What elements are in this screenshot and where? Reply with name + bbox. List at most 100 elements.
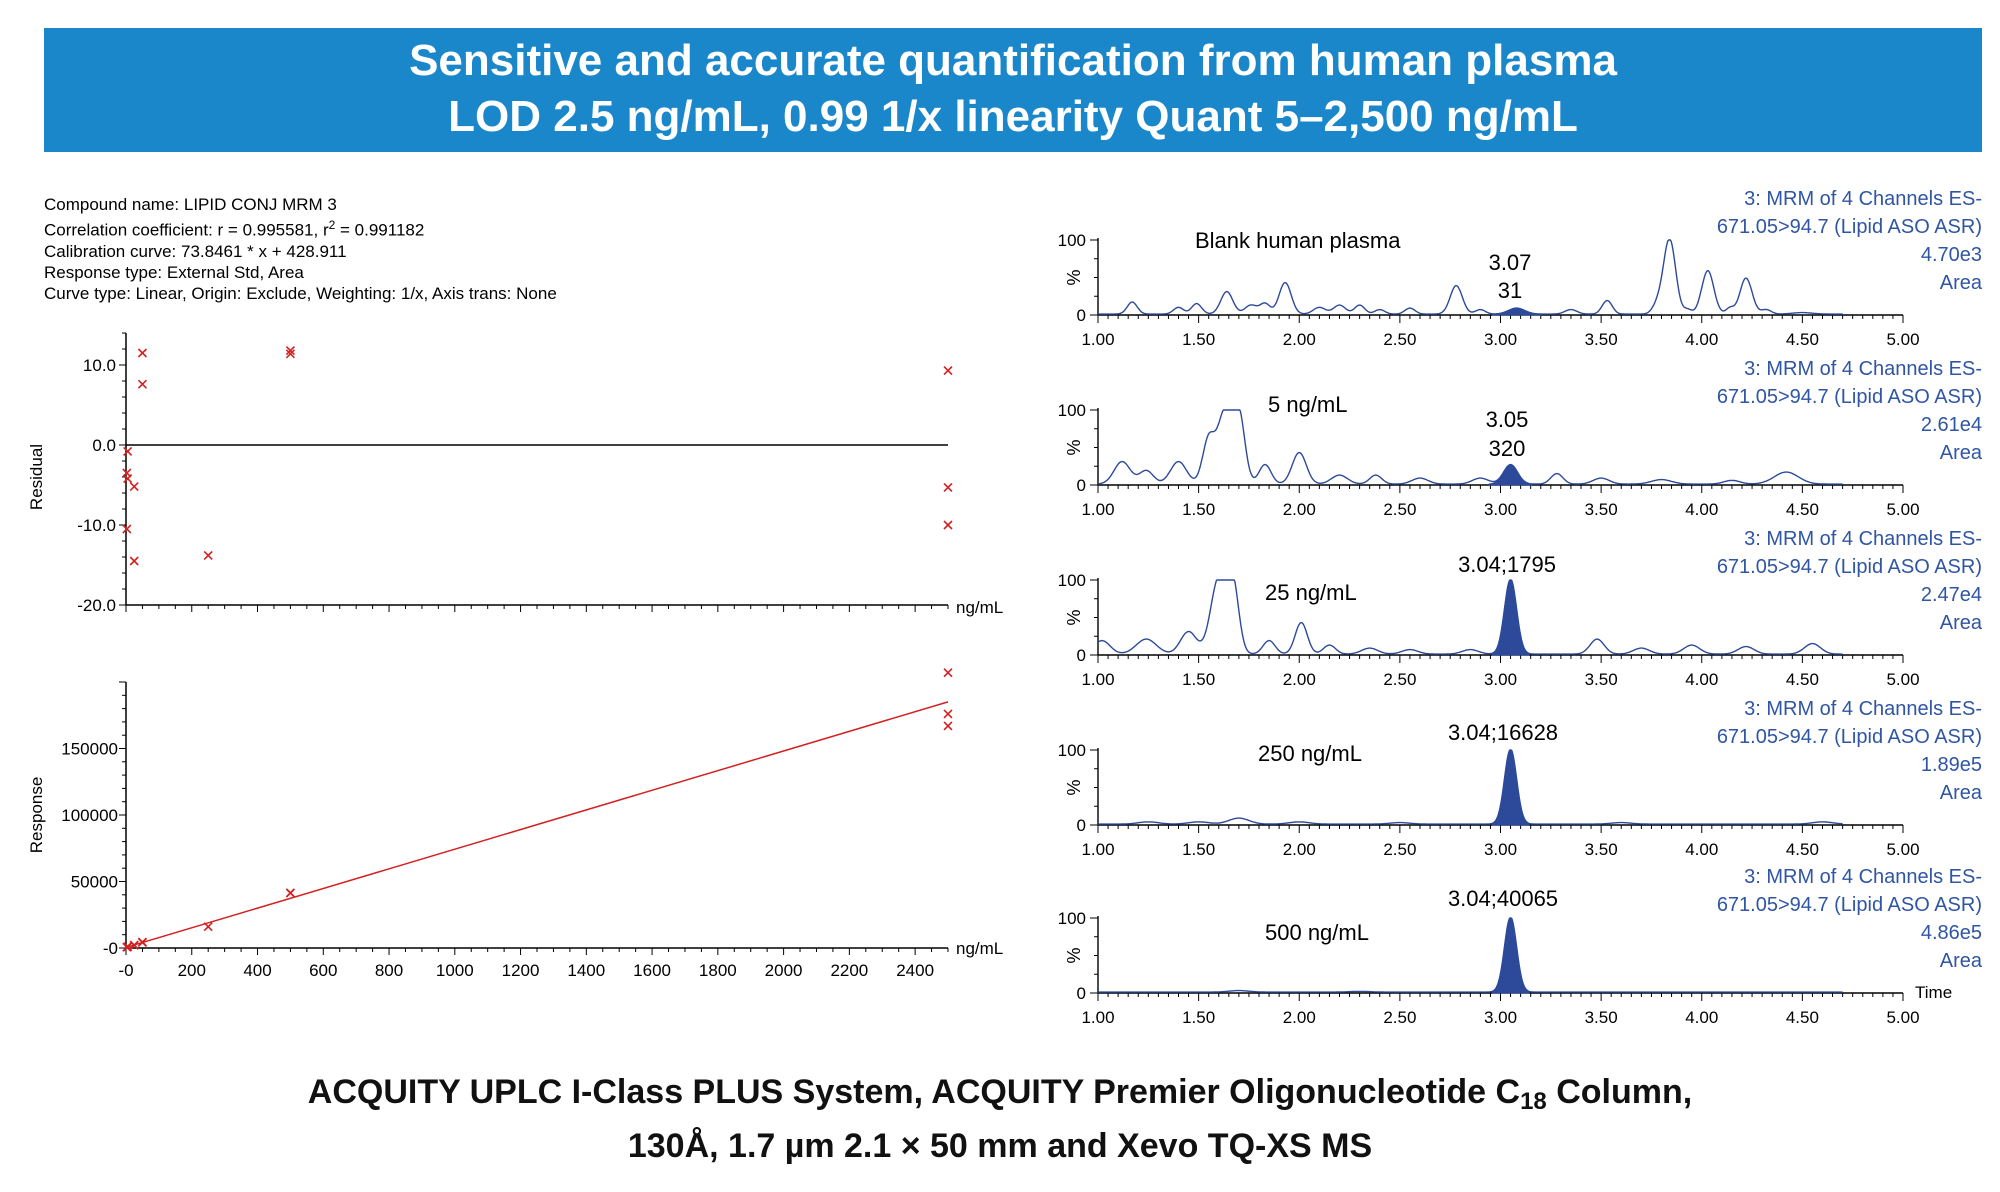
residual-point (285, 346, 295, 356)
marker-stroke (943, 482, 953, 492)
chromatogram-trace (1098, 239, 1843, 315)
chromatogram-x-tick-label: 2.00 (1283, 500, 1316, 519)
residual-point (129, 482, 139, 492)
chromatogram-x-tick-label: 5.00 (1886, 500, 1919, 519)
residual-point (943, 366, 953, 376)
calibration-x-tick-label: 1200 (502, 961, 540, 980)
chromatogram-x-tick-label: 3.50 (1585, 670, 1618, 689)
calibration-point (129, 940, 139, 950)
residual-point (285, 349, 295, 359)
residual-point (123, 474, 133, 484)
calibration-x-tick-label: 2000 (765, 961, 803, 980)
curve-type: Curve type: Linear, Origin: Exclude, Wei… (44, 283, 557, 303)
chromatogram-x-tick-label: 2.50 (1383, 1008, 1416, 1027)
marker-stroke (943, 668, 953, 678)
footer-line1-a: ACQUITY UPLC I-Class PLUS System, ACQUIT… (307, 1073, 1521, 1111)
calibration-x-tick-label: 600 (309, 961, 337, 980)
chromatogram-y-tick-label: 0 (1077, 646, 1086, 665)
chromatogram-x-tick-label: 1.00 (1081, 330, 1114, 349)
chromatogram-x-tick-label: 5.00 (1886, 1008, 1919, 1027)
chromatogram-peak-label: 3.04;40065 (1448, 886, 1558, 911)
chromatogram-header-area: Area (1940, 950, 1983, 972)
marker-stroke (943, 709, 953, 719)
chromatogram-y-axis-label: % (1064, 779, 1084, 795)
marker-stroke (129, 940, 139, 950)
calibration-x-tick-label: 1600 (633, 961, 671, 980)
calibration-x-tick-label: 2200 (830, 961, 868, 980)
residual-point (123, 446, 133, 456)
marker-stroke (137, 348, 148, 358)
residual-y-tick-label: 10.0 (83, 356, 116, 375)
chromatogram-header-channel: 3: MRM of 4 Channels ES- (1744, 528, 1982, 550)
chromatogram-peak-area-label: 31 (1498, 278, 1522, 303)
chromatogram-sample-label: 250 ng/mL (1258, 741, 1362, 766)
chromatogram-sample-label: 25 ng/mL (1265, 580, 1357, 605)
chromatogram-peak-label: 3.04;1795 (1458, 552, 1556, 577)
chromatogram-x-tick-label: 2.00 (1283, 840, 1316, 859)
calibration-point (203, 922, 213, 932)
compound-name: Compound name: LIPID CONJ MRM 3 (44, 195, 337, 214)
footer-line1: ACQUITY UPLC I-Class PLUS System, ACQUIT… (0, 1070, 2000, 1124)
chromatogram-trace (1098, 749, 1843, 825)
chromatogram-x-tick-label: 4.50 (1786, 840, 1819, 859)
chromatogram-x-tick-label: 4.00 (1685, 840, 1718, 859)
marker-stroke (123, 942, 133, 952)
residual-point (129, 556, 139, 566)
chromatogram-header-transition: 671.05>94.7 (Lipid ASO ASR) (1717, 386, 1982, 408)
residual-x-axis-label: ng/mL (956, 598, 1003, 617)
calibration-x-axis-label: ng/mL (956, 939, 1003, 958)
marker-stroke (943, 721, 953, 731)
chromatogram-peak-label: 3.04;16628 (1448, 720, 1558, 745)
chromatogram-header-area: Area (1940, 272, 1983, 294)
residual-y-tick-label: -10.0 (77, 516, 116, 535)
chromatogram-y-tick-label: 0 (1077, 984, 1086, 1003)
chromatogram-header-intensity: 1.89e5 (1921, 754, 1982, 776)
marker-stroke (285, 349, 295, 359)
response-type: Response type: External Std, Area (44, 262, 304, 282)
chromatogram-filled-peak (1488, 464, 1533, 486)
chromatogram-x-tick-label: 3.00 (1484, 500, 1517, 519)
chromatogram-x-tick-label: 4.50 (1786, 330, 1819, 349)
calibration-y-tick-label: 150000 (61, 740, 118, 759)
calibration-y-tick-label: 100000 (61, 806, 118, 825)
marker-stroke (943, 520, 953, 530)
marker-stroke (943, 366, 953, 376)
calibration-x-tick-label: 800 (375, 961, 403, 980)
chromatogram-header-channel: 3: MRM of 4 Channels ES- (1744, 188, 1982, 210)
chromatogram-x-tick-label: 4.50 (1786, 500, 1819, 519)
chromatogram-x-tick-label: 3.00 (1484, 330, 1517, 349)
chromatogram-header-transition: 671.05>94.7 (Lipid ASO ASR) (1717, 216, 1982, 238)
calibration-y-tick-label: -0 (103, 939, 118, 958)
chromatogram-y-tick-label: 100 (1058, 231, 1086, 250)
footer-line1-b: Column, (1546, 1073, 1693, 1111)
calibration-point (943, 721, 953, 731)
chromatogram-x-tick-label: 1.00 (1081, 1008, 1114, 1027)
chromatogram-header-intensity: 2.47e4 (1921, 584, 1982, 606)
marker-stroke (285, 888, 295, 898)
calibration-point (943, 709, 953, 719)
calibration-y-axis-label: Response (27, 777, 46, 854)
residual-y-tick-label: 0.0 (92, 436, 116, 455)
chromatogram-x-tick-label: 1.50 (1182, 500, 1215, 519)
marker-stroke (129, 482, 139, 492)
residual-point (203, 550, 213, 560)
chromatogram-x-tick-label: 3.50 (1585, 1008, 1618, 1027)
chromatogram-x-tick-label: 4.00 (1685, 1008, 1718, 1027)
chromatogram-x-tick-label: 1.00 (1081, 840, 1114, 859)
chromatogram-y-tick-label: 100 (1058, 741, 1086, 760)
chromatogram-x-tick-label: 4.00 (1685, 670, 1718, 689)
footer-line2: 130Å, 1.7 µm 2.1 × 50 mm and Xevo TQ-XS … (627, 1127, 1373, 1165)
chromatogram-x-tick-label: 5.00 (1886, 670, 1919, 689)
chromatogram-y-tick-label: 100 (1058, 909, 1086, 928)
residual-point (943, 520, 953, 530)
residual-point (137, 379, 148, 389)
chromatogram-header-channel: 3: MRM of 4 Channels ES- (1744, 698, 1982, 720)
chromatogram-sample-label: Blank human plasma (1195, 228, 1401, 253)
chromatogram-x-tick-label: 2.00 (1283, 330, 1316, 349)
chromatogram-x-tick-label: 4.50 (1786, 1008, 1819, 1027)
chromatogram-y-axis-label: % (1064, 947, 1084, 963)
chromatogram-x-tick-label: 5.00 (1886, 330, 1919, 349)
chromatogram-filled-peak (1492, 749, 1530, 826)
chromatogram-x-tick-label: 2.50 (1383, 670, 1416, 689)
